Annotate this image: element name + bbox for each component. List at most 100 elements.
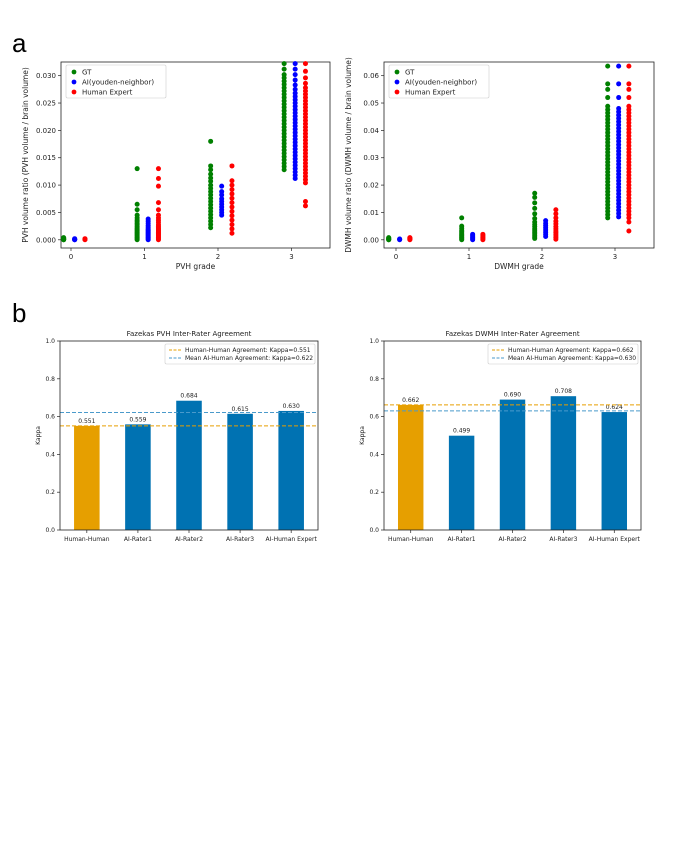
data-point <box>281 66 287 72</box>
legend-box <box>388 64 490 99</box>
y-tick-label: 0.01 <box>363 209 379 217</box>
y-tick-label: 1.0 <box>369 338 379 345</box>
y-tick-label: 0.8 <box>45 376 55 383</box>
data-point <box>302 80 308 86</box>
data-point <box>302 75 308 81</box>
legend-label: Human-Human Agreement: Kappa=0.551 <box>185 347 311 354</box>
x-tick-label: 0 <box>394 253 398 261</box>
data-point <box>229 178 235 184</box>
y-tick-label: 0.6 <box>45 414 55 421</box>
data-point <box>407 235 413 241</box>
data-point <box>626 63 632 69</box>
data-point <box>61 235 67 241</box>
bar <box>227 413 253 530</box>
data-point <box>229 217 235 223</box>
bar-value-label: 0.630 <box>283 403 300 410</box>
bar <box>278 410 304 530</box>
data-point <box>302 85 308 91</box>
data-point <box>532 200 538 206</box>
bar <box>74 425 100 530</box>
y-tick-label: 0.005 <box>36 209 56 217</box>
y-tick-label: 0.0 <box>369 527 379 534</box>
y-tick-label: 1.0 <box>45 338 55 345</box>
y-tick-label: 0.030 <box>36 72 56 80</box>
legend-label: GT <box>82 69 92 77</box>
data-point <box>386 235 392 241</box>
y-tick-label: 0.2 <box>369 489 379 496</box>
data-point <box>459 223 465 229</box>
data-point <box>229 221 235 227</box>
legend-marker <box>394 89 400 95</box>
x-tick-label: AI-Rater3 <box>226 536 254 543</box>
plot-frame <box>60 61 331 249</box>
data-point <box>616 81 622 87</box>
data-point <box>626 219 632 225</box>
y-tick-label: 0.020 <box>36 127 56 135</box>
y-tick-label: 0.02 <box>363 182 379 190</box>
data-point <box>553 211 559 217</box>
data-point <box>292 90 298 96</box>
bar <box>176 400 202 530</box>
data-point <box>208 175 214 181</box>
y-axis-label: Kappa <box>359 426 366 445</box>
data-point <box>302 199 308 204</box>
y-tick-label: 0.0 <box>45 527 55 534</box>
y-tick-label: 0.04 <box>363 127 379 135</box>
legend-label: Mean AI-Human Agreement: Kappa=0.622 <box>185 355 313 362</box>
legend-marker <box>394 79 400 85</box>
x-tick-label: AI-Rater2 <box>175 536 203 543</box>
data-point <box>553 207 559 213</box>
data-point <box>292 72 298 78</box>
data-point <box>155 166 161 172</box>
bar <box>125 424 151 530</box>
data-point <box>134 166 140 172</box>
data-point <box>281 72 287 78</box>
x-tick-label: Human-Human <box>64 536 110 543</box>
y-tick-label: 0.015 <box>36 154 56 162</box>
data-point <box>155 207 161 213</box>
bar <box>550 396 577 530</box>
data-point <box>281 61 287 67</box>
bar-value-label: 0.551 <box>78 418 95 425</box>
data-point <box>626 103 632 109</box>
data-point <box>155 200 161 206</box>
data-point <box>605 103 611 109</box>
legend-box <box>487 343 639 365</box>
plot-frame <box>59 340 319 531</box>
data-point <box>82 236 88 242</box>
y-axis-label: PVH volume ratio (PVH volume / brain vol… <box>21 67 30 243</box>
legend-label: Mean AI-Human Agreement: Kappa=0.630 <box>508 355 636 362</box>
y-tick-label: 0.03 <box>363 154 379 162</box>
legend-label: AI(youden-neighbor) <box>405 79 477 87</box>
data-point <box>626 86 632 92</box>
data-point <box>229 163 235 169</box>
data-point <box>292 77 298 83</box>
bar-value-label: 0.690 <box>504 392 521 399</box>
data-point <box>292 61 298 67</box>
data-point <box>532 219 538 225</box>
legend-label: Human Expert <box>82 89 133 97</box>
bar-chart-1: Fazekas DWMH Inter-Rater Agreement 0.662 H… <box>359 330 642 543</box>
data-point <box>302 68 308 74</box>
x-tick-label: 3 <box>289 253 293 261</box>
plot-frame <box>383 340 642 531</box>
data-point <box>155 212 161 218</box>
data-point <box>208 163 214 169</box>
data-point <box>145 216 151 222</box>
data-point <box>155 183 161 189</box>
data-point <box>229 204 235 210</box>
legend-label: Human-Human Agreement: Kappa=0.662 <box>508 347 634 354</box>
data-point <box>208 167 214 173</box>
y-tick-label: 0.000 <box>36 236 56 244</box>
data-point <box>229 200 235 206</box>
data-point <box>208 171 214 177</box>
data-point <box>605 86 611 92</box>
y-tick-label: 0.4 <box>369 451 379 458</box>
data-point <box>208 138 214 144</box>
data-point <box>532 205 538 211</box>
x-tick-label: AI-Rater3 <box>549 536 577 543</box>
legend-marker <box>71 69 77 75</box>
scatter-chart-1: 0.00 0.01 0.02 0.03 0.04 0.05 0.06 0 1 2 3 DWMH gra… <box>344 57 655 271</box>
bar <box>601 412 628 530</box>
data-point <box>229 226 235 232</box>
